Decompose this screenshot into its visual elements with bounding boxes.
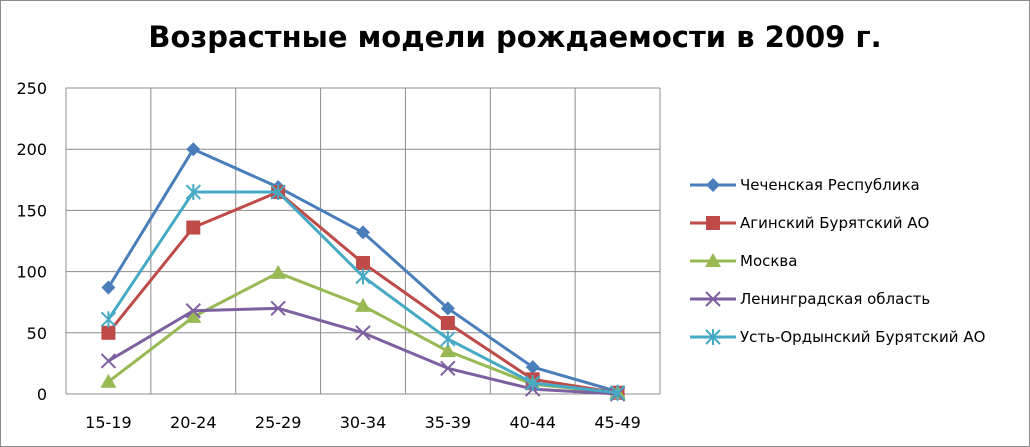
data-point [185,308,202,323]
legend-label: Москва [740,252,798,270]
y-tick-label: 150 [16,201,47,220]
x-tick-label: 20-24 [170,413,217,432]
y-tick-label: 0 [37,385,47,404]
grid [65,87,661,395]
legend-label: Агинский Бурятский АО [740,214,930,232]
data-point [270,184,286,201]
x-tick-label: 45-49 [594,413,641,432]
chart-title: Возрастные модели рождаемости в 2009 г. [148,20,882,54]
legend-swatch [690,291,736,307]
data-point [100,311,117,328]
data-point [186,220,201,235]
y-tick-label: 50 [27,324,47,343]
x-tick-label: 25-29 [255,413,302,432]
data-point [525,374,541,391]
data-point [185,184,201,201]
data-point [185,303,201,319]
data-point [356,225,370,240]
legend-swatch [690,329,736,345]
series-5 [100,184,626,401]
data-point [705,291,721,307]
data-point [525,360,540,375]
data-point [100,373,117,388]
legend-swatch [690,216,736,230]
legend-item: Агинский Бурятский АО [690,204,1025,242]
legend-item: Чеченская Республика [690,166,1025,204]
x-tick-label: 35-39 [425,413,472,432]
data-point [440,360,456,377]
data-point [440,301,455,316]
legend: Чеченская Республика Агинский Бурятский А… [690,166,1025,356]
x-tick-label: 15-19 [85,413,132,432]
legend-swatch [690,178,736,192]
x-tick-label: 40-44 [509,413,556,432]
legend-item: Усть-Ордынский Бурятский АО [690,318,1025,356]
data-point [705,329,721,345]
data-point [705,253,721,267]
data-point [270,264,287,279]
y-tick-label: 100 [16,263,47,282]
data-point [100,353,117,369]
series-line [107,190,618,395]
data-point [101,325,116,340]
x-tick-label: 30-34 [340,413,387,432]
legend-item: Москва [690,242,1025,280]
axes: 0 50 100 150 200 250 15-19 20-24 25-29 30-34 35-39… [16,79,640,432]
data-point [440,330,456,347]
series-2 [101,185,625,400]
series-line [107,190,618,395]
data-point [355,325,371,341]
data-point [186,142,201,157]
data-point [270,300,286,317]
data-point [355,268,371,285]
data-point [706,216,720,230]
legend-label: Усть-Ордынский Бурятский АО [740,328,986,346]
y-tick-label: 200 [16,140,47,159]
legend-item: Ленинградская область [690,280,1025,318]
y-tick-label: 250 [16,79,47,98]
data-point [440,316,455,331]
data-point [439,343,456,358]
data-point [356,256,370,271]
legend-label: Чеченская Республика [740,176,920,194]
data-point [609,384,626,401]
data-point [706,178,720,192]
series-lines [100,142,626,402]
legend-swatch [690,253,736,267]
legend-label: Ленинградская область [740,290,931,308]
data-point [355,297,371,312]
data-point [101,280,116,295]
